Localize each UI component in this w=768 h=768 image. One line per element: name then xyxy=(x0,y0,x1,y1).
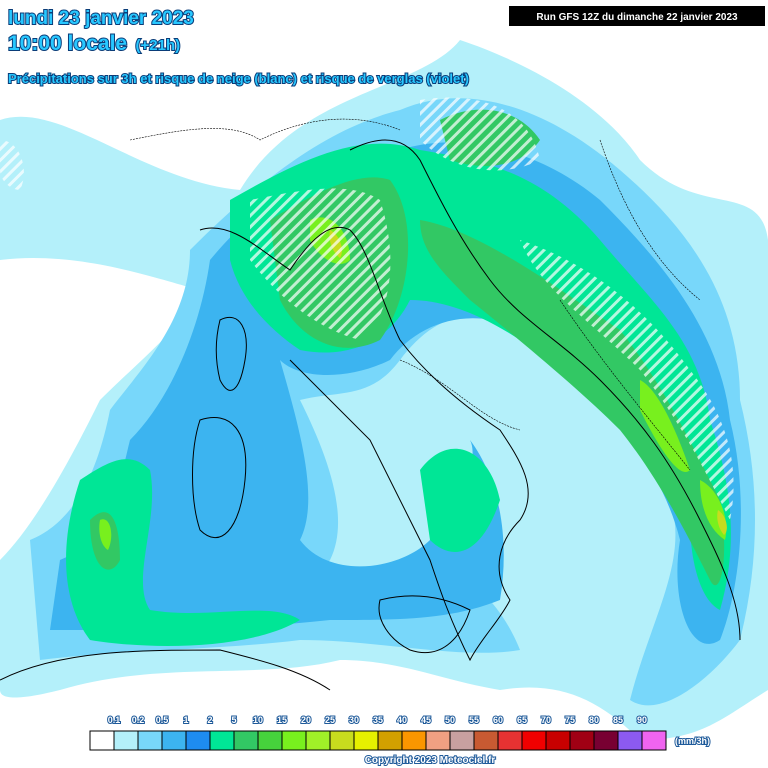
time-line: 10:00 locale (+21h) xyxy=(8,32,180,55)
subtitle: Précipitations sur 3h et risque de neige… xyxy=(8,71,469,86)
legend-swatch xyxy=(545,730,571,751)
legend-swatch xyxy=(137,730,163,751)
legend-swatch xyxy=(497,730,523,751)
run-box xyxy=(509,6,765,26)
legend-swatch xyxy=(305,730,331,751)
copyright: Copyright 2023 Meteociel.fr xyxy=(365,755,496,766)
legend-label: 85 xyxy=(613,715,623,725)
legend-label: 80 xyxy=(589,715,599,725)
legend-swatch xyxy=(569,730,595,751)
legend-swatch xyxy=(329,730,355,751)
legend-swatch xyxy=(113,730,139,751)
legend-label: 35 xyxy=(373,715,383,725)
legend-swatch xyxy=(593,730,619,751)
legend-swatch xyxy=(281,730,307,751)
legend-label: 90 xyxy=(637,715,647,725)
legend-label: 40 xyxy=(397,715,407,725)
legend-label: 1 xyxy=(183,715,188,725)
legend-label: 65 xyxy=(517,715,527,725)
time: 10:00 locale xyxy=(8,32,127,55)
legend-swatch xyxy=(185,730,211,751)
legend-label: 30 xyxy=(349,715,359,725)
coastlines xyxy=(0,118,741,691)
legend-swatch xyxy=(209,730,235,751)
legend-label: 20 xyxy=(301,715,311,725)
legend-label: 75 xyxy=(565,715,575,725)
legend-label: 0.1 xyxy=(108,715,121,725)
legend-label: 60 xyxy=(493,715,503,725)
legend-label: 0.2 xyxy=(132,715,145,725)
legend-swatch xyxy=(473,730,499,751)
legend-label: 0.5 xyxy=(156,715,169,725)
legend-swatch xyxy=(353,730,379,751)
legend-label: 70 xyxy=(541,715,551,725)
legend-swatch xyxy=(233,730,259,751)
legend-label: 10 xyxy=(253,715,263,725)
legend-swatch xyxy=(425,730,451,751)
legend-swatch xyxy=(521,730,547,751)
legend-swatch xyxy=(257,730,283,751)
legend-swatch xyxy=(89,730,115,751)
legend-swatch xyxy=(401,730,427,751)
date: lundi 23 janvier 2023 xyxy=(8,8,194,29)
legend-swatch xyxy=(161,730,187,751)
legend-swatch xyxy=(449,730,475,751)
legend-label: 25 xyxy=(325,715,335,725)
legend-label: 5 xyxy=(231,715,236,725)
legend-swatch xyxy=(641,730,667,751)
legend-swatch xyxy=(377,730,403,751)
legend-label: 2 xyxy=(207,715,212,725)
legend-label: 15 xyxy=(277,715,287,725)
legend-label: 45 xyxy=(421,715,431,725)
legend-unit: (mm/3h) xyxy=(675,736,710,746)
precipitation xyxy=(0,40,768,740)
legend: 0.1 0.2 0.5 1 2 5 10 15 20 25 30 35 40 45 50 55 60 65 70 75… xyxy=(89,714,667,751)
legend-label: 55 xyxy=(469,715,479,725)
offset: (+21h) xyxy=(136,37,181,54)
legend-label: 50 xyxy=(445,715,455,725)
legend-swatch xyxy=(617,730,643,751)
run: Run GFS 12Z du dimanche 22 janvier 2023 xyxy=(536,12,738,23)
